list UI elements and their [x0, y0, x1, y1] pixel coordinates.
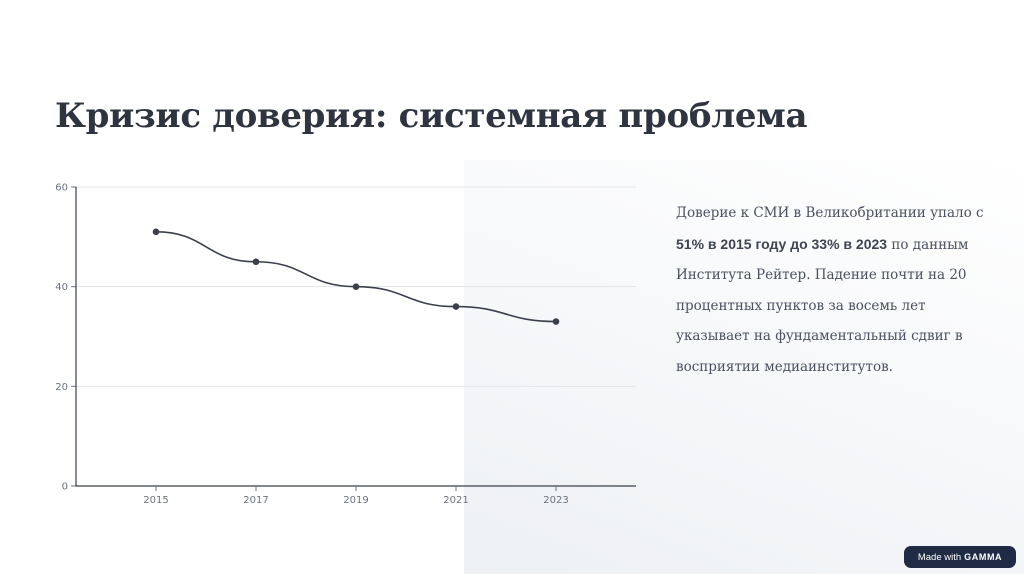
- slide-title: Кризис доверия: системная проблема: [55, 96, 808, 136]
- chart-tick-labels: 0 20 40 60 2015 2017 2019 2021 2023: [55, 183, 568, 507]
- data-point-2023: [552, 318, 560, 325]
- data-point-2015: [152, 228, 160, 236]
- y-tick-label-40: 40: [55, 282, 68, 293]
- trust-line-chart: 0 20 40 60 2015 2017 2019 2021 2023: [55, 183, 636, 507]
- description-part2: по данным Института Рейтер. Падение почт…: [676, 236, 969, 375]
- y-tick-label-0: 0: [62, 482, 68, 493]
- description-text: Доверие к СМИ в Великобритании упало с 5…: [676, 198, 986, 382]
- description-highlight: 51% в 2015 году до 33% в 2023: [676, 235, 888, 252]
- x-tick-label-2021: 2021: [443, 495, 468, 506]
- made-with-gamma-badge[interactable]: Made with GAMMA: [904, 546, 1016, 568]
- badge-prefix: Made with: [917, 551, 962, 563]
- chart-axes: [71, 186, 636, 491]
- gamma-logo: GAMMA: [964, 552, 1003, 562]
- series-line-0: [155, 231, 557, 323]
- description-part1: Доверие к СМИ в Великобритании упало с: [676, 205, 984, 221]
- chart-series: [152, 228, 560, 325]
- x-tick-label-2015: 2015: [143, 495, 168, 506]
- data-point-2021: [452, 303, 460, 310]
- y-tick-label-20: 20: [55, 382, 68, 393]
- x-tick-label-2019: 2019: [343, 495, 368, 506]
- data-point-2019: [352, 283, 360, 290]
- data-point-2017: [252, 258, 260, 266]
- y-tick-label-60: 60: [55, 183, 68, 194]
- x-tick-label-2017: 2017: [243, 495, 268, 506]
- x-tick-label-2023: 2023: [543, 495, 568, 506]
